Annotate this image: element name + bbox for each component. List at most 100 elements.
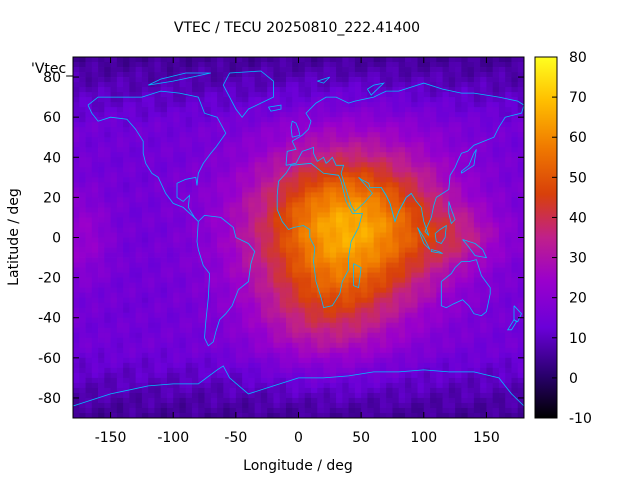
heatmap-cell xyxy=(210,142,218,148)
heatmap-cell xyxy=(223,117,230,123)
heatmap-cell xyxy=(298,392,306,399)
heatmap-cell xyxy=(498,107,506,113)
heatmap-cell xyxy=(267,287,274,294)
heatmap-cell xyxy=(229,62,237,68)
heatmap-cell xyxy=(379,287,387,294)
heatmap-cell xyxy=(430,347,437,354)
heatmap-cell xyxy=(254,327,262,334)
heatmap-cell xyxy=(417,322,425,329)
heatmap-cell xyxy=(373,377,381,384)
heatmap-cell xyxy=(104,92,111,98)
heatmap-cell xyxy=(392,102,400,108)
heatmap-cell xyxy=(367,152,375,158)
heatmap-cell xyxy=(373,217,381,223)
heatmap-cell xyxy=(285,307,293,314)
heatmap-cell xyxy=(367,282,375,289)
heatmap-cell xyxy=(148,157,155,163)
heatmap-cell xyxy=(129,157,137,163)
heatmap-cell xyxy=(436,297,443,304)
heatmap-cell xyxy=(123,102,130,108)
heatmap-cell xyxy=(398,172,406,178)
heatmap-cell xyxy=(160,102,168,108)
heatmap-cell xyxy=(354,362,362,369)
heatmap-cell xyxy=(517,57,525,63)
heatmap-cell xyxy=(217,137,224,143)
heatmap-cell xyxy=(248,367,256,374)
heatmap-cell xyxy=(166,67,174,73)
heatmap-cell xyxy=(260,362,268,369)
heatmap-cell xyxy=(260,157,268,163)
heatmap-cell xyxy=(442,92,450,98)
heatmap-cell xyxy=(260,72,268,78)
heatmap-cell xyxy=(73,307,80,314)
heatmap-cell xyxy=(129,107,137,113)
heatmap-cell xyxy=(367,97,375,103)
heatmap-cell xyxy=(311,77,318,83)
heatmap-cell xyxy=(166,132,174,138)
heatmap-cell xyxy=(217,197,224,203)
heatmap-cell xyxy=(141,252,149,258)
heatmap-cell xyxy=(505,382,512,389)
heatmap-cell xyxy=(348,147,356,153)
heatmap-cell xyxy=(511,157,519,163)
heatmap-cell xyxy=(367,142,375,148)
heatmap-cell xyxy=(135,272,143,279)
heatmap-cell xyxy=(98,277,105,284)
heatmap-cell xyxy=(248,342,256,349)
heatmap-cell xyxy=(392,232,400,238)
heatmap-cell xyxy=(292,277,299,284)
heatmap-cell xyxy=(417,332,425,339)
heatmap-cell xyxy=(104,232,111,238)
heatmap-cell xyxy=(185,102,193,108)
heatmap-cell xyxy=(141,352,149,359)
heatmap-cell xyxy=(154,402,162,409)
heatmap-cell xyxy=(273,317,281,324)
heatmap-cell xyxy=(248,87,256,93)
heatmap-cell xyxy=(229,272,237,279)
heatmap-cell xyxy=(91,242,99,248)
heatmap-cell xyxy=(98,402,105,409)
heatmap-cell xyxy=(273,292,281,299)
heatmap-cell xyxy=(404,277,412,284)
heatmap-cell xyxy=(317,182,324,188)
heatmap-cell xyxy=(417,242,425,248)
heatmap-cell xyxy=(254,317,262,324)
heatmap-cell xyxy=(492,197,500,203)
heatmap-cell xyxy=(342,212,350,218)
heatmap-cell xyxy=(279,97,287,103)
heatmap-cell xyxy=(185,277,193,284)
heatmap-cell xyxy=(386,272,393,279)
heatmap-cell xyxy=(336,347,343,354)
heatmap-cell xyxy=(204,357,212,364)
heatmap-cell xyxy=(267,292,274,299)
heatmap-cell xyxy=(279,257,287,263)
heatmap-cell xyxy=(91,317,99,324)
heatmap-cell xyxy=(448,222,456,228)
heatmap-cell xyxy=(411,347,418,354)
heatmap-cell xyxy=(104,77,111,83)
heatmap-cell xyxy=(498,122,506,128)
heatmap-cell xyxy=(398,182,406,188)
heatmap-cell xyxy=(336,372,343,379)
heatmap-cell xyxy=(398,312,406,319)
heatmap-cell xyxy=(473,222,481,228)
heatmap-cell xyxy=(135,342,143,349)
heatmap-cell xyxy=(279,72,287,78)
heatmap-cell xyxy=(498,132,506,138)
heatmap-cell xyxy=(342,342,350,349)
heatmap-cell xyxy=(392,277,400,284)
heatmap-cell xyxy=(85,227,93,233)
heatmap-cell xyxy=(116,72,124,78)
heatmap-cell xyxy=(179,257,187,263)
heatmap-cell xyxy=(166,217,174,223)
heatmap-cell xyxy=(323,232,331,238)
heatmap-cell xyxy=(348,332,356,339)
heatmap-cell xyxy=(198,157,205,163)
heatmap-cell xyxy=(254,332,262,339)
heatmap-cell xyxy=(448,87,456,93)
heatmap-cell xyxy=(110,197,118,203)
heatmap-cell xyxy=(154,182,162,188)
heatmap-cell xyxy=(317,162,324,168)
heatmap-cell xyxy=(173,217,180,223)
heatmap-cell xyxy=(198,402,205,409)
